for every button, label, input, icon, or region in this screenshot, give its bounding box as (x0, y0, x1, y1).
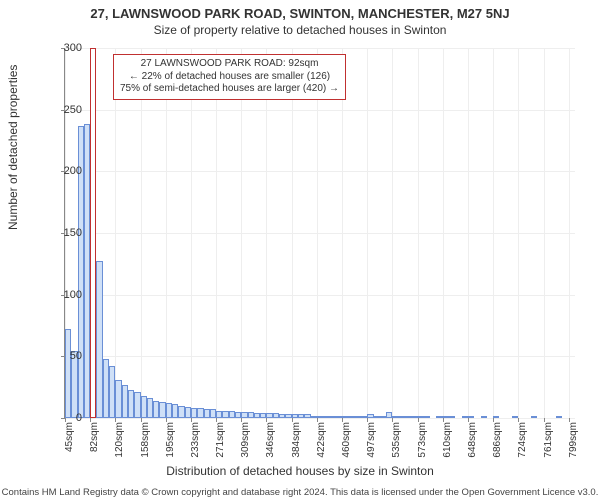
gridline-v (418, 48, 419, 418)
bar (556, 416, 562, 418)
chart-area: 27 LAWNSWOOD PARK ROAD: 92sqm ← 22% of d… (64, 48, 575, 419)
page-subtitle: Size of property relative to detached ho… (0, 21, 600, 37)
xtick-label: 610sqm (442, 422, 453, 472)
gridline-v (166, 48, 167, 418)
ytick-label: 200 (42, 165, 82, 177)
bar (424, 416, 430, 418)
bar (531, 416, 537, 418)
xtick-label: 761sqm (543, 422, 554, 472)
bar (468, 416, 474, 418)
annotation-line2: ← 22% of detached houses are smaller (12… (120, 71, 339, 84)
xtick-label: 195sqm (165, 422, 176, 472)
y-axis-label: Number of detached properties (6, 65, 20, 230)
gridline-v (141, 48, 142, 418)
gridline-v (518, 48, 519, 418)
xtick-label: 384sqm (291, 422, 302, 472)
gridline-v (443, 48, 444, 418)
gridline-v (342, 48, 343, 418)
annotation-box: 27 LAWNSWOOD PARK ROAD: 92sqm ← 22% of d… (113, 54, 346, 100)
bar (512, 416, 518, 418)
footer-text: Contains HM Land Registry data © Crown c… (0, 487, 600, 498)
xtick-label: 233sqm (190, 422, 201, 472)
highlight-bar (90, 48, 96, 418)
gridline-v (468, 48, 469, 418)
xtick-label: 686sqm (492, 422, 503, 472)
bar (493, 416, 499, 418)
gridline-v (544, 48, 545, 418)
gridline-v (241, 48, 242, 418)
gridline-v (115, 48, 116, 418)
xtick-label: 120sqm (114, 422, 125, 472)
ytick-label: 0 (42, 412, 82, 424)
xtick-label: 648sqm (467, 422, 478, 472)
gridline-v (317, 48, 318, 418)
xtick-label: 422sqm (316, 422, 327, 472)
xtick-label: 573sqm (417, 422, 428, 472)
page-title: 27, LAWNSWOOD PARK ROAD, SWINTON, MANCHE… (0, 0, 600, 21)
gridline-v (493, 48, 494, 418)
ytick-label: 50 (42, 350, 82, 362)
bar (481, 416, 487, 418)
gridline-v (292, 48, 293, 418)
gridline-v (569, 48, 570, 418)
xtick-label: 460sqm (341, 422, 352, 472)
gridline-v (216, 48, 217, 418)
gridline-v (191, 48, 192, 418)
gridline-v (392, 48, 393, 418)
ytick-label: 150 (42, 227, 82, 239)
gridline-v (367, 48, 368, 418)
gridline-v (266, 48, 267, 418)
xtick-label: 535sqm (391, 422, 402, 472)
xtick-label: 45sqm (64, 422, 75, 472)
ytick-label: 250 (42, 104, 82, 116)
xtick-label: 158sqm (140, 422, 151, 472)
ytick-label: 300 (42, 42, 82, 54)
xtick-label: 497sqm (366, 422, 377, 472)
annotation-line1: 27 LAWNSWOOD PARK ROAD: 92sqm (120, 58, 339, 71)
bar (449, 416, 455, 418)
xtick-label: 724sqm (517, 422, 528, 472)
annotation-line3: 75% of semi-detached houses are larger (… (120, 83, 339, 96)
ytick-label: 100 (42, 289, 82, 301)
xtick-label: 799sqm (568, 422, 579, 472)
xtick-label: 346sqm (265, 422, 276, 472)
xtick-label: 309sqm (240, 422, 251, 472)
xtick-label: 82sqm (89, 422, 100, 472)
xtick-label: 271sqm (215, 422, 226, 472)
